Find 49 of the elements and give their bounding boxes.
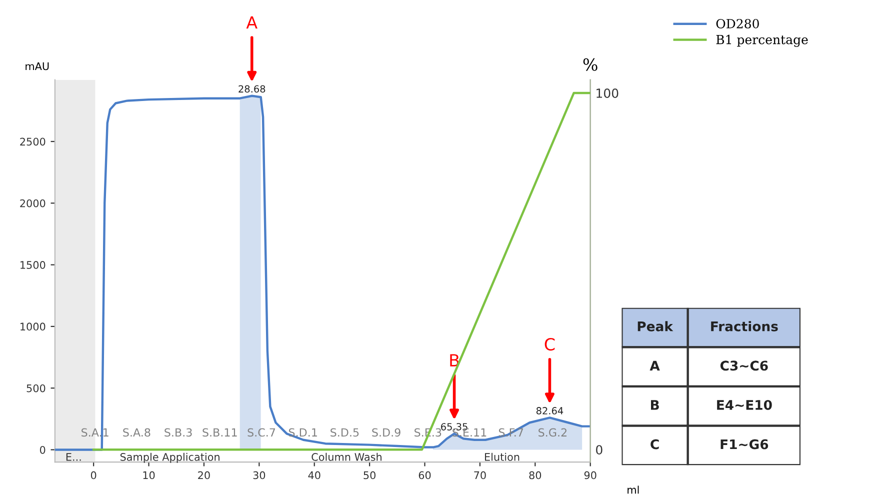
annotation: 82.64 <box>536 407 564 414</box>
annotation: S.E.11 <box>452 428 486 437</box>
annotation: S.D.5 <box>330 428 359 437</box>
y2-tick-label: 0 <box>596 445 602 455</box>
annotation: Column Wash <box>312 452 382 461</box>
annotation: 65.35 <box>441 423 468 430</box>
y-tick-label: 1500 <box>20 261 46 269</box>
y-axis-title: mAU <box>26 62 49 70</box>
x-tick-label: 40 <box>308 471 320 480</box>
text: A <box>650 360 660 370</box>
x-tick-label: 70 <box>474 471 486 480</box>
annotation: S.D.1 <box>288 428 317 437</box>
annotation: E... <box>66 453 81 461</box>
annotation: Sample Application <box>120 452 220 463</box>
x-tick-label: 0 <box>90 471 96 480</box>
y-tick-label: 2000 <box>20 199 46 208</box>
legend-label: B1 percentage <box>716 34 808 47</box>
y-tick-label: 0 <box>40 446 46 454</box>
text: Fractions <box>711 321 778 332</box>
annotation: S.B.3 <box>164 428 192 437</box>
annotation: S.G.2 <box>538 428 566 437</box>
x-tick-label: 10 <box>143 471 155 480</box>
x-tick-label: 50 <box>364 471 376 480</box>
x-tick-label: 30 <box>253 471 266 480</box>
y2-tick-label: 100 <box>596 88 618 98</box>
y2-axis-title: % <box>583 58 598 71</box>
x-tick-label: 90 <box>584 471 596 480</box>
annotation: S.D.9 <box>372 428 400 437</box>
annotation: S.C.7 <box>248 428 276 437</box>
legend-label: OD280 <box>716 18 759 28</box>
x-tick-label: 20 <box>198 471 210 480</box>
annotation: S.A.8 <box>123 428 150 437</box>
text: B <box>650 400 659 410</box>
x-tick-label: 60 <box>418 471 431 480</box>
y-tick-label: 500 <box>26 384 46 392</box>
annotation: C <box>544 338 555 351</box>
text: Peak <box>638 321 674 332</box>
x-tick-label: 80 <box>529 471 542 480</box>
text: C <box>650 439 659 450</box>
annotation: S.B.11 <box>202 428 237 437</box>
x-axis-title: ml <box>628 486 639 494</box>
annotation: Elution <box>485 452 520 461</box>
y-tick-label: 2500 <box>20 138 46 146</box>
text: C3∼C6 <box>720 360 768 371</box>
text: A <box>246 16 258 29</box>
annotation: 28.68 <box>238 85 266 93</box>
text: F1∼G6 <box>720 439 768 450</box>
y-tick-label: 1000 <box>20 322 46 331</box>
text: E4∼E10 <box>717 400 772 410</box>
